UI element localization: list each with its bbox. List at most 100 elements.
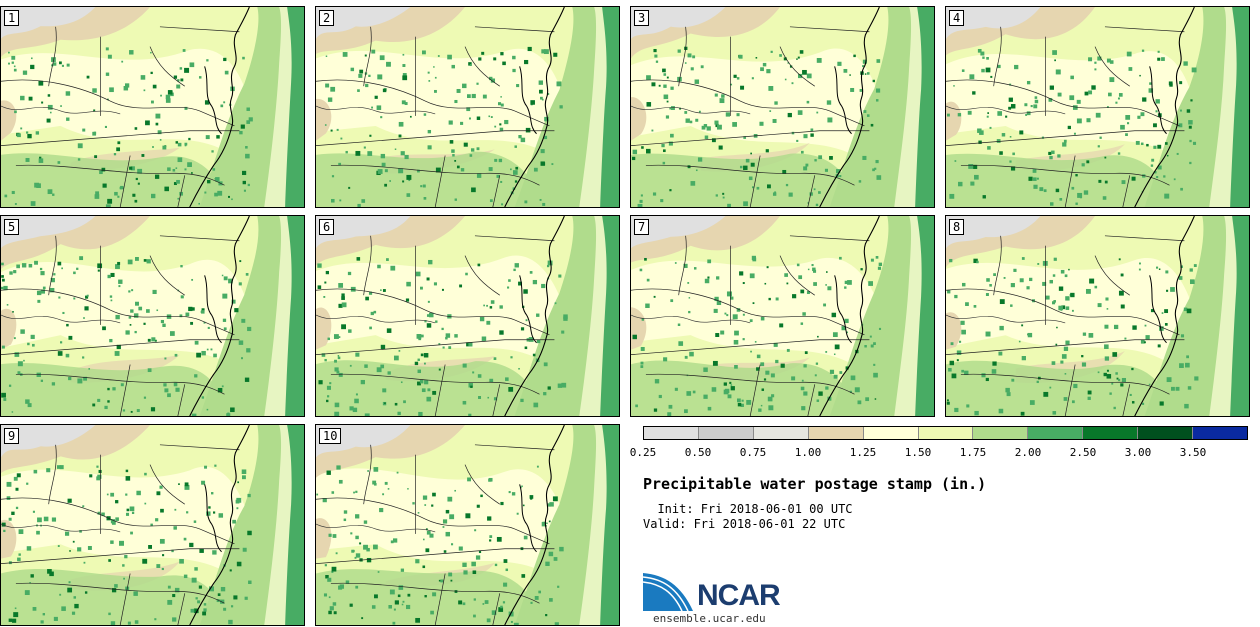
convective-cell: [1049, 85, 1054, 90]
state-boundary: [1, 548, 240, 564]
convective-cell: [407, 488, 409, 490]
convective-cell: [9, 271, 13, 275]
convective-cell: [726, 314, 729, 317]
state-boundary: [807, 384, 816, 416]
convective-cell: [1120, 304, 1125, 309]
convective-cell: [719, 98, 725, 104]
convective-cell: [471, 187, 476, 193]
convective-cell: [1034, 99, 1039, 104]
convective-cell: [685, 118, 690, 123]
convective-cell: [812, 269, 817, 273]
convective-cell: [466, 107, 471, 112]
convective-cell: [949, 193, 955, 199]
convective-cell: [194, 567, 198, 571]
convective-cell: [134, 620, 139, 624]
convective-cell: [159, 485, 163, 489]
convective-cell: [1052, 411, 1057, 415]
convective-cell: [549, 598, 553, 602]
convective-cell: [373, 310, 377, 314]
convective-cell: [780, 363, 785, 368]
convective-cell: [1049, 386, 1052, 389]
convective-cell: [639, 199, 643, 203]
convective-cell: [669, 189, 672, 192]
colorbar-tick-label: 3.50: [1179, 446, 1207, 459]
convective-cell: [338, 479, 343, 484]
convective-cell: [540, 149, 545, 154]
convective-cell: [510, 620, 513, 623]
convective-cell: [58, 296, 61, 299]
postage-stamp-panel-2: 2: [315, 6, 620, 208]
river-line: [316, 314, 436, 324]
convective-cell: [961, 369, 964, 373]
convective-cell: [398, 585, 404, 590]
convective-cell: [445, 509, 450, 514]
convective-cell: [246, 107, 250, 111]
convective-cell: [957, 113, 962, 117]
convective-cell: [724, 312, 727, 315]
convective-cell: [1120, 273, 1124, 277]
convective-cell: [516, 84, 520, 88]
convective-cell: [1065, 340, 1070, 345]
convective-cell: [24, 590, 30, 595]
convective-cell: [66, 323, 69, 327]
state-boundary: [330, 582, 540, 604]
convective-cell: [69, 550, 71, 552]
convective-cell: [730, 386, 735, 391]
convective-cell: [558, 274, 562, 278]
convective-cell: [178, 483, 180, 485]
state-boundary: [1104, 26, 1185, 33]
convective-cell: [875, 256, 879, 259]
convective-cell: [62, 311, 65, 315]
convective-cell: [1088, 90, 1093, 95]
convective-cell: [1189, 279, 1195, 285]
convective-cell: [84, 306, 89, 311]
convective-cell: [350, 286, 356, 292]
convective-cell: [489, 199, 493, 203]
convective-cell: [57, 351, 63, 356]
convective-cell: [511, 492, 516, 496]
convective-cell: [874, 167, 877, 170]
valid-time: Valid: Fri 2018-06-01 22 UTC: [643, 517, 846, 531]
convective-cell: [150, 523, 153, 527]
convective-cell: [438, 368, 441, 371]
convective-cell: [543, 392, 547, 396]
convective-cell: [1094, 61, 1097, 64]
convective-cell: [1079, 196, 1082, 199]
convective-cell: [43, 516, 49, 522]
convective-cell: [1141, 142, 1144, 146]
convective-cell: [32, 510, 35, 513]
convective-cell: [530, 100, 535, 105]
convective-cell: [1049, 279, 1053, 284]
convective-cell: [174, 587, 180, 593]
convective-cell: [503, 582, 508, 587]
convective-cell: [40, 379, 44, 382]
convective-cell: [201, 396, 205, 399]
convective-cell: [482, 603, 485, 605]
state-boundary: [1122, 175, 1131, 207]
convective-cell: [387, 371, 391, 375]
convective-cell: [541, 98, 544, 101]
convective-cell: [1157, 50, 1160, 53]
convective-cell: [480, 494, 483, 498]
convective-cell: [1150, 164, 1154, 167]
convective-cell: [1019, 130, 1024, 135]
convective-cell: [499, 330, 504, 335]
convective-cell: [334, 411, 340, 416]
convective-cell: [423, 113, 427, 116]
convective-cell: [1109, 60, 1114, 64]
convective-cell: [486, 618, 491, 623]
field-dry-band: [316, 468, 565, 573]
convective-cell: [1065, 296, 1070, 301]
convective-cell: [791, 376, 796, 381]
convective-cell: [350, 67, 355, 72]
convective-cell: [521, 485, 523, 488]
convective-cell: [763, 378, 767, 381]
convective-cell: [844, 280, 848, 285]
convective-cell: [189, 62, 195, 68]
convective-cell: [1129, 393, 1132, 396]
state-boundary: [1, 288, 235, 336]
convective-cell: [445, 333, 451, 338]
convective-cell: [228, 195, 230, 198]
convective-cell: [802, 312, 806, 316]
convective-cell: [707, 276, 710, 279]
